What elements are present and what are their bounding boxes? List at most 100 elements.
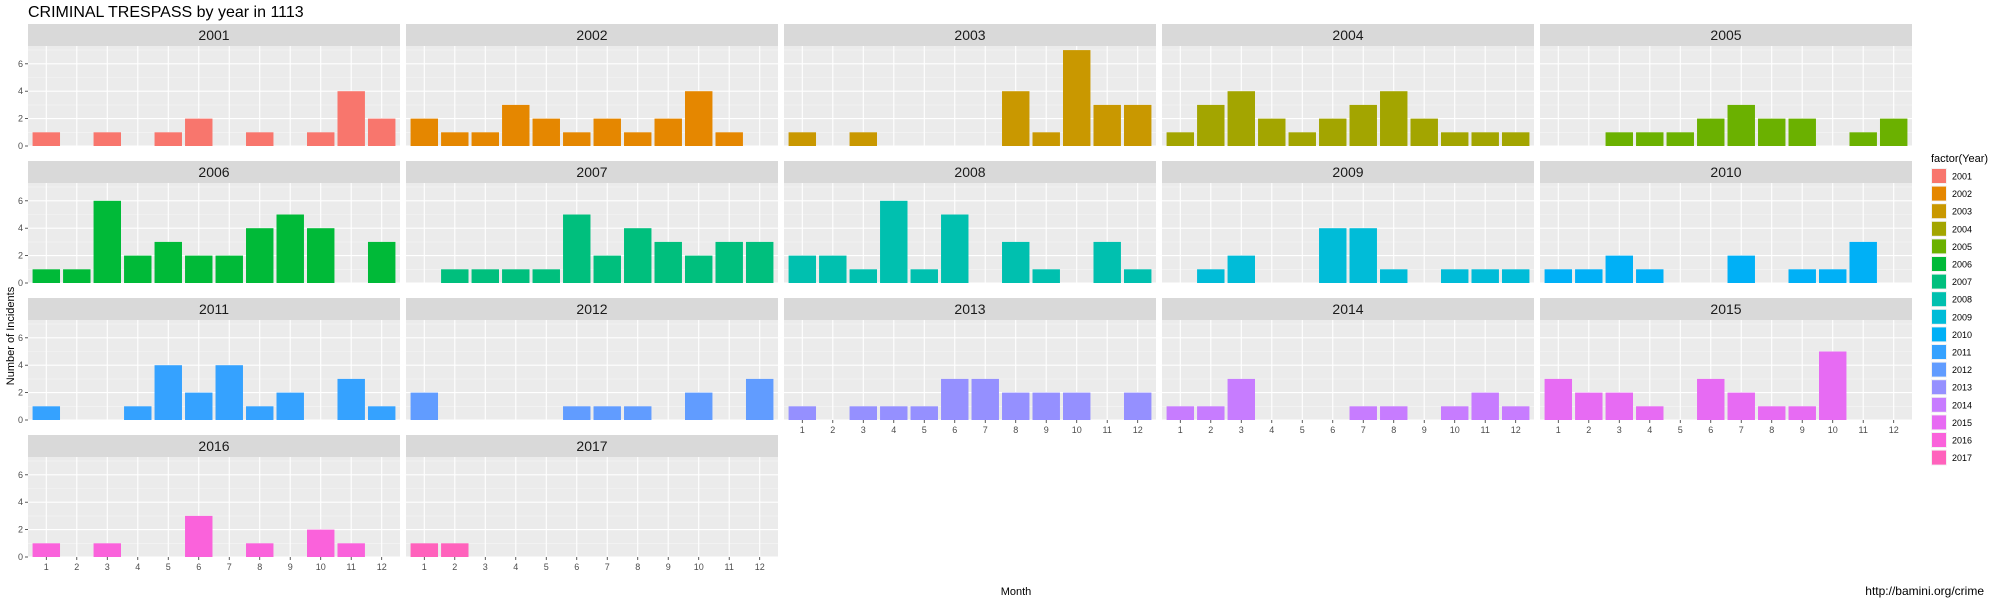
bar-2005-9 — [1788, 118, 1816, 146]
x-tick-label: 4 — [1647, 425, 1652, 435]
legend-label-2001: 2001 — [1952, 172, 1972, 182]
bar-2001-8 — [246, 132, 274, 146]
bar-2005-8 — [1758, 118, 1786, 146]
bar-2014-8 — [1380, 406, 1408, 420]
legend-swatch-2014 — [1932, 397, 1946, 412]
bar-2011-8 — [246, 406, 274, 420]
legend-label-2017: 2017 — [1952, 453, 1972, 463]
bar-2015-1 — [1544, 378, 1573, 420]
bar-2002-2 — [441, 132, 469, 146]
x-tick-label: 10 — [1828, 425, 1838, 435]
bar-2007-2 — [441, 269, 469, 283]
bar-2001-1 — [32, 132, 61, 146]
bar-2011-5 — [154, 365, 182, 420]
x-tick-label: 7 — [1739, 425, 1744, 435]
y-tick-label: 2 — [18, 251, 23, 261]
bar-2008-2 — [819, 255, 847, 283]
bar-2016-1 — [32, 543, 61, 557]
y-tick-label: 6 — [18, 59, 23, 69]
x-tick-label: 2 — [1586, 425, 1591, 435]
x-tick-label: 1 — [1556, 425, 1561, 435]
bar-2010-3 — [1605, 255, 1633, 283]
bar-2015-4 — [1636, 406, 1664, 420]
bar-2010-4 — [1636, 269, 1664, 283]
legend-swatch-2012 — [1932, 362, 1946, 377]
facet-strip — [1540, 24, 1912, 46]
x-tick-label: 2 — [830, 425, 835, 435]
caption: http://bamini.org/crime — [1865, 584, 1984, 598]
plot-background — [406, 457, 778, 557]
bar-2009-2 — [1197, 269, 1225, 283]
bar-2009-11 — [1471, 269, 1499, 283]
bar-2006-6 — [185, 255, 213, 283]
x-tick-label: 6 — [574, 562, 579, 572]
plot-background — [784, 320, 1156, 420]
facet-strip — [784, 298, 1156, 320]
x-tick-label: 5 — [544, 562, 549, 572]
x-tick-label: 6 — [196, 562, 201, 572]
x-tick-label: 8 — [257, 562, 262, 572]
bar-2002-5 — [532, 118, 560, 146]
bar-2004-9 — [1410, 118, 1438, 146]
x-axis-title: Month — [1001, 586, 1032, 598]
x-tick-label: 1 — [422, 562, 427, 572]
legend-label-2006: 2006 — [1952, 260, 1972, 270]
x-tick-label: 9 — [1422, 425, 1427, 435]
bar-2007-5 — [532, 269, 560, 283]
bar-2012-12 — [745, 378, 774, 420]
bar-2013-5 — [910, 406, 938, 420]
x-tick-label: 8 — [1013, 425, 1018, 435]
bar-2009-7 — [1349, 228, 1377, 283]
facet-label: 2013 — [954, 301, 985, 317]
legend: factor(Year) 2001 2002 2003 2004 2005 2006 200… — [1931, 153, 1988, 466]
x-tick-label: 7 — [1361, 425, 1366, 435]
legend-swatch-2008 — [1932, 292, 1946, 307]
x-tick-label: 3 — [861, 425, 866, 435]
panel-2003: 2003 — [784, 24, 1156, 147]
bar-2001-11 — [337, 91, 365, 146]
x-tick-label: 7 — [227, 562, 232, 572]
legend-label-2011: 2011 — [1952, 348, 1971, 358]
bar-2009-12 — [1501, 269, 1530, 283]
facet-strip — [28, 435, 400, 457]
bar-2011-11 — [337, 378, 365, 420]
bar-2013-12 — [1123, 392, 1152, 420]
bar-2011-4 — [124, 406, 152, 420]
panel-2004: 2004 — [1162, 24, 1534, 147]
bar-2015-6 — [1697, 378, 1725, 420]
y-tick-label: 4 — [18, 360, 23, 370]
x-tick-label: 4 — [1269, 425, 1274, 435]
x-tick-label: 3 — [105, 562, 110, 572]
bar-2014-7 — [1349, 406, 1377, 420]
facet-label: 2001 — [198, 27, 229, 43]
bar-2016-10 — [307, 529, 335, 557]
bar-2006-5 — [154, 241, 182, 283]
chart-title: CRIMINAL TRESPASS by year in 1113 — [28, 4, 304, 21]
bar-2003-8 — [1002, 91, 1030, 146]
panel-2011: 2011 0 2 4 6 — [18, 298, 400, 425]
bar-2006-4 — [124, 255, 152, 283]
x-tick-label: 12 — [1889, 425, 1899, 435]
bar-2007-4 — [502, 269, 530, 283]
legend-swatch-2007 — [1932, 274, 1946, 289]
legend-swatch-2004 — [1932, 221, 1946, 236]
bar-2004-12 — [1501, 132, 1530, 146]
panel-2006: 2006 0 2 4 6 — [18, 161, 400, 288]
x-tick-label: 4 — [513, 562, 518, 572]
bar-2015-7 — [1727, 392, 1755, 420]
y-tick-label: 4 — [18, 223, 23, 233]
legend-swatch-2006 — [1932, 257, 1946, 271]
bar-2002-4 — [502, 104, 530, 146]
plot-background — [406, 320, 778, 420]
bar-2007-8 — [624, 228, 652, 283]
bar-2007-9 — [654, 241, 682, 283]
facet-label: 2006 — [198, 164, 229, 180]
bar-2002-11 — [715, 132, 743, 146]
legend-label-2004: 2004 — [1952, 224, 1972, 234]
bar-2004-1 — [1166, 132, 1195, 146]
bar-2010-2 — [1575, 269, 1603, 283]
bar-2010-7 — [1727, 255, 1755, 283]
x-tick-label: 5 — [1678, 425, 1683, 435]
facet-label: 2017 — [576, 438, 607, 454]
